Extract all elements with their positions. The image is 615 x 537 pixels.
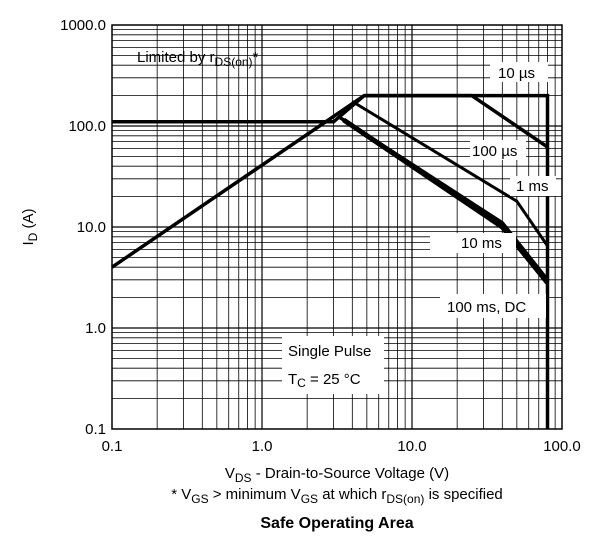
annotation-single-pulse: Single Pulse xyxy=(288,343,371,360)
annotation-case-temperature: TC = 25 °C xyxy=(288,371,361,390)
chart-title: Safe Operating Area xyxy=(260,515,413,532)
series-label-10ms: 10 ms xyxy=(461,235,502,252)
y-tick-label: 10.0 xyxy=(77,219,106,236)
series-line-2 xyxy=(364,93,549,149)
label-bg-single-pulse xyxy=(282,336,384,394)
x-tick-label: 10.0 xyxy=(397,438,426,455)
series-label-100ms-dc: 100 ms, DC xyxy=(447,299,526,316)
x-tick-label: 0.1 xyxy=(102,438,123,455)
x-axis-title: VDS - Drain-to-Source Voltage (V) xyxy=(225,465,449,485)
series-lines xyxy=(111,93,550,429)
y-tick-label: 1.0 xyxy=(85,320,106,337)
label-bg-10us xyxy=(490,62,548,82)
label-bg-100ms xyxy=(440,294,546,318)
annotation-limited-by-rdson: Limited by rDS(on)* xyxy=(137,49,259,69)
tick-labels: 0.1 1.0 10.0 100.0 0.1 1.0 10.0 100.0 1000.0 xyxy=(60,17,581,455)
y-tick-label: 100.0 xyxy=(68,118,106,135)
y-tick-label: 1000.0 xyxy=(60,17,106,34)
x-tick-label: 1.0 xyxy=(252,438,273,455)
series-line-0 xyxy=(111,94,366,269)
series-label-1ms: 1 ms xyxy=(516,178,549,195)
label-bg-1ms xyxy=(510,176,556,196)
series-line-5 xyxy=(342,117,550,285)
label-bg-10ms xyxy=(430,233,516,253)
series-line-3 xyxy=(351,100,549,247)
plot-frame xyxy=(111,24,563,430)
label-bg-100us xyxy=(470,140,526,160)
series-label-10us: 10 µs xyxy=(498,65,535,82)
x-tick-label: 100.0 xyxy=(543,438,581,455)
y-tick-label: 0.1 xyxy=(85,421,106,438)
y-axis-title: ID (A) xyxy=(20,208,40,245)
footnote: * VGS > minimum VGS at which rDS(on) is … xyxy=(171,486,503,506)
series-label-100us: 100 µs xyxy=(472,143,517,160)
